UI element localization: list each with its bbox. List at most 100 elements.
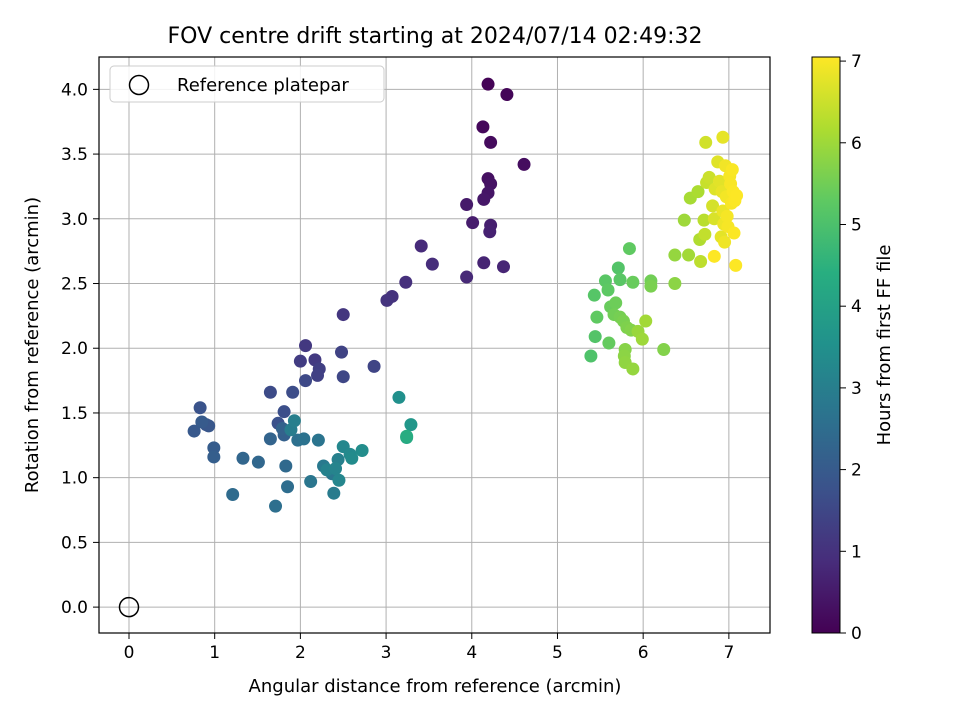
y-axis-ticks: 0.0 0.5 1.0 1.5 2.0 2.5 3.0 3.5 4.0 [61, 80, 99, 618]
data-point [718, 235, 732, 249]
colorbar-tick-label: 3 [851, 379, 862, 399]
x-tick-label: 1 [209, 643, 220, 663]
data-point [327, 486, 341, 500]
data-point [697, 213, 711, 227]
data-point [380, 293, 394, 307]
chart-title: FOV centre drift starting at 2024/07/14 … [168, 24, 703, 49]
data-point [602, 336, 616, 350]
data-point [626, 275, 640, 289]
data-point [668, 277, 682, 291]
data-point [263, 432, 277, 446]
data-point [304, 475, 318, 489]
data-point [466, 216, 480, 230]
data-point [392, 390, 406, 404]
data-point [483, 225, 497, 239]
data-point [657, 343, 671, 357]
data-point [236, 451, 250, 465]
data-point [587, 288, 601, 302]
x-axis-label: Angular distance from reference (arcmin) [249, 676, 622, 697]
legend-label: Reference platepar [177, 75, 349, 96]
colorbar-label: Hours from first FF file [874, 245, 895, 446]
y-axis-label: Rotation from reference (arcmin) [22, 197, 43, 493]
data-point [345, 451, 359, 465]
data-point [694, 255, 708, 269]
data-point [730, 188, 744, 202]
data-point [404, 418, 418, 432]
data-point [639, 314, 653, 328]
data-point [293, 354, 307, 368]
x-tick-label: 0 [124, 643, 135, 663]
data-point [207, 441, 221, 455]
y-tick-label: 3.5 [61, 145, 88, 165]
legend: Reference platepar [109, 65, 385, 103]
colorbar-ticks: 0 1 2 3 4 5 6 7 [840, 52, 862, 644]
data-point [336, 370, 350, 384]
data-point [477, 192, 491, 206]
data-point [496, 260, 510, 274]
data-point [706, 199, 720, 213]
data-point [460, 198, 474, 212]
y-tick-label: 1.0 [61, 469, 88, 489]
y-tick-label: 0.5 [61, 533, 88, 553]
data-point [590, 310, 604, 324]
reference-platepar-marker [118, 596, 140, 618]
data-point [425, 257, 439, 271]
data-point [279, 459, 293, 473]
data-point [193, 401, 207, 415]
data-point [332, 473, 346, 487]
colorbar-tick-label: 2 [851, 461, 862, 481]
data-point [698, 227, 712, 241]
data-point [226, 488, 240, 502]
data-point [481, 77, 495, 91]
data-point [297, 432, 311, 446]
data-point [699, 135, 713, 149]
colorbar-tick-label: 0 [851, 624, 862, 644]
x-tick-label: 2 [295, 643, 306, 663]
data-point [286, 385, 300, 399]
data-point [622, 242, 636, 256]
data-point [707, 249, 721, 263]
colorbar-tick-label: 1 [851, 542, 862, 562]
data-point [635, 332, 649, 346]
data-point [712, 174, 726, 188]
y-tick-label: 2.0 [61, 339, 88, 359]
data-point [195, 415, 209, 429]
y-tick-label: 0.0 [61, 598, 88, 618]
plot-frame [98, 56, 771, 634]
colorbar-tick-label: 5 [851, 215, 862, 235]
data-point [500, 88, 514, 102]
data-point [287, 414, 301, 428]
x-tick-label: 3 [381, 643, 392, 663]
data-point [702, 170, 716, 184]
grid-lines [99, 57, 770, 633]
data-point [588, 330, 602, 344]
data-point [677, 213, 691, 227]
data-point [477, 256, 491, 270]
data-point [355, 443, 369, 457]
data-point [584, 349, 598, 363]
data-point [414, 239, 428, 253]
data-point [263, 385, 277, 399]
y-tick-label: 3.0 [61, 210, 88, 230]
data-point [476, 120, 490, 134]
data-point [729, 258, 743, 272]
y-tick-label: 2.5 [61, 275, 88, 295]
data-point [517, 157, 531, 171]
data-point [299, 339, 313, 353]
data-point [251, 455, 265, 469]
data-point [484, 135, 498, 149]
data-point [720, 209, 734, 223]
legend-marker-icon [128, 74, 150, 96]
data-point [311, 368, 325, 382]
data-point [725, 163, 739, 177]
y-tick-label: 1.5 [61, 404, 88, 424]
x-axis-ticks: 0 1 2 3 4 5 6 7 [124, 633, 734, 663]
x-tick-label: 6 [638, 643, 649, 663]
data-point [329, 462, 343, 476]
colorbar-tick-label: 4 [851, 297, 862, 317]
colorbar-tick-label: 7 [851, 52, 862, 72]
data-point [460, 270, 474, 284]
data-point [277, 405, 291, 419]
